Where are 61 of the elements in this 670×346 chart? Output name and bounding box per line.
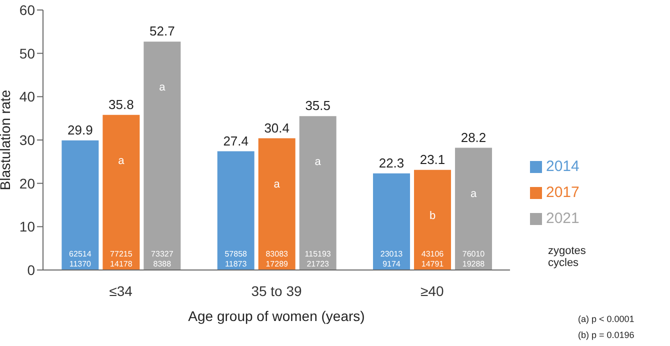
y-tick-label: 50 bbox=[19, 45, 36, 62]
x-tick-label: ≤34 bbox=[109, 282, 133, 299]
annotation: 11370 bbox=[69, 260, 92, 268]
bar bbox=[144, 42, 181, 270]
annotation: a bbox=[314, 156, 322, 168]
y-axis-title: Blastulation rate bbox=[0, 90, 13, 190]
annotation: 43106 bbox=[421, 250, 444, 258]
text: (b) p = 0.0196 bbox=[578, 329, 634, 341]
annotation: 73327 bbox=[151, 250, 174, 258]
annotation: 19288 bbox=[462, 260, 486, 268]
annotation: a bbox=[274, 178, 281, 190]
annotation: 57858 bbox=[224, 250, 248, 258]
data-label: 35.8 bbox=[108, 96, 134, 112]
bar bbox=[258, 138, 296, 270]
y-tick-label: 20 bbox=[19, 175, 36, 192]
annotation: 21723 bbox=[306, 260, 330, 268]
annotation: 8388 bbox=[153, 260, 172, 268]
annotation: a bbox=[118, 154, 126, 167]
x-tick-label: ≥40 bbox=[420, 282, 444, 299]
annotation: a bbox=[470, 188, 478, 200]
y-tick-label: 30 bbox=[19, 132, 36, 148]
bar bbox=[217, 151, 254, 270]
data-label: 27.4 bbox=[223, 133, 249, 148]
annotation: 9174 bbox=[382, 260, 401, 268]
text: (a) p < 0.0001 bbox=[578, 313, 634, 325]
annotation: 23013 bbox=[380, 250, 404, 258]
data-label: 35.5 bbox=[305, 98, 331, 114]
annotation: 17289 bbox=[266, 260, 289, 268]
data-label: 29.9 bbox=[68, 122, 93, 138]
legend-label: 2014 bbox=[546, 158, 580, 174]
data-label: 22.3 bbox=[378, 155, 404, 170]
bar bbox=[455, 148, 492, 270]
annotation: 76010 bbox=[462, 250, 486, 258]
bar bbox=[373, 173, 410, 270]
annotation: 115193 bbox=[304, 250, 332, 258]
annotation: 77215 bbox=[110, 250, 133, 258]
y-tick-label: 60 bbox=[19, 2, 36, 18]
annotation: 14791 bbox=[421, 260, 444, 268]
annotation: a bbox=[159, 82, 166, 94]
bar bbox=[299, 116, 336, 270]
bar bbox=[414, 170, 452, 270]
y-tick-label: 0 bbox=[27, 262, 36, 278]
legend-label: 2021 bbox=[546, 210, 580, 226]
bar bbox=[102, 114, 140, 270]
annotation: 14178 bbox=[110, 260, 133, 268]
y-tick-label: 10 bbox=[19, 218, 36, 235]
text: cycles bbox=[548, 257, 579, 269]
data-label: 28.2 bbox=[460, 130, 486, 145]
text: zygotes bbox=[548, 245, 586, 257]
annotation: b bbox=[429, 210, 436, 222]
annotation: 62514 bbox=[69, 250, 92, 258]
annotation: 83083 bbox=[266, 250, 289, 258]
y-tick-label: 40 bbox=[19, 88, 36, 105]
data-label: 23.1 bbox=[420, 152, 446, 167]
data-label: 52.7 bbox=[150, 24, 175, 39]
x-axis-title: Age group of women (years) bbox=[188, 308, 365, 324]
bar bbox=[62, 140, 99, 270]
x-tick-label: 35 to 39 bbox=[251, 282, 302, 299]
data-label: 30.4 bbox=[264, 120, 290, 136]
legend-label: 2017 bbox=[546, 184, 580, 200]
annotation: 11873 bbox=[225, 260, 248, 268]
